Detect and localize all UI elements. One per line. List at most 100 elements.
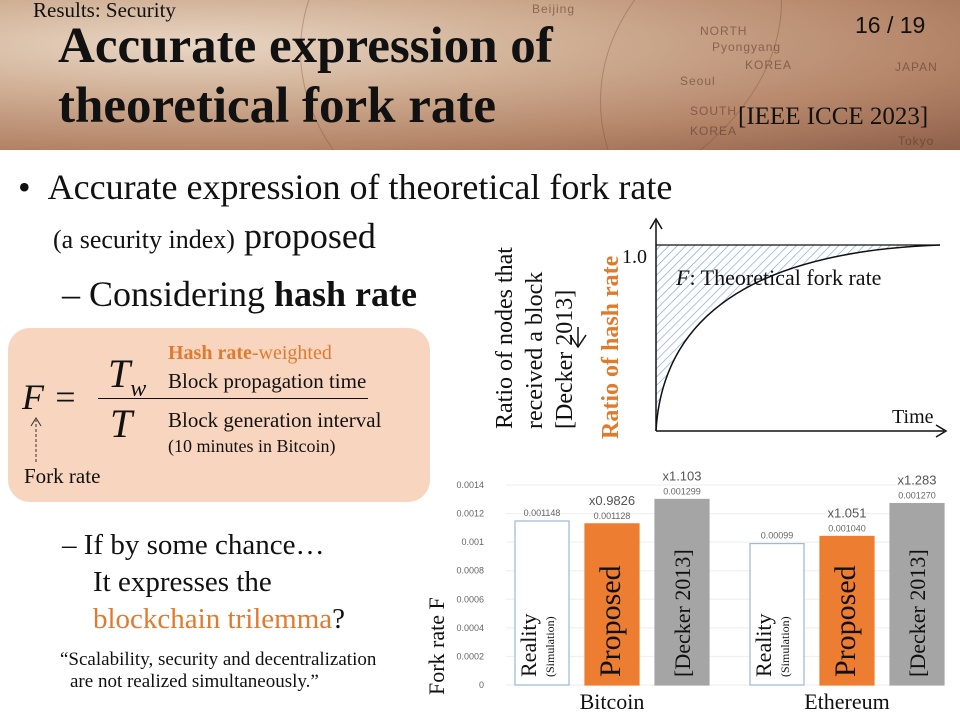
page-number: 16 / 19 (855, 12, 926, 38)
bar-series-label: Reality (516, 613, 541, 677)
formula-num-note: Hash rate-weighted (168, 342, 332, 365)
trilemma-question: ? (332, 603, 346, 635)
formula-numerator: Tw (108, 350, 146, 403)
reference: [IEEE ICCE 2023] (738, 103, 929, 130)
map-word: Beijing (532, 2, 576, 16)
y-tick-label: 0.0004 (456, 623, 484, 633)
bar-series-sublabel: (Simulation) (778, 616, 792, 677)
formula-den-label: Block generation interval (168, 408, 382, 432)
map-word: NORTH (700, 24, 748, 38)
page-title: Accurate expression of theoretical fork … (58, 16, 553, 136)
trilemma-line-3: blockchain trilemma? (62, 601, 345, 638)
title-line-2: theoretical fork rate (58, 78, 497, 134)
bullet-dot-icon: • (18, 167, 31, 207)
formula-den-note: (10 minutes in Bitcoin) (168, 436, 336, 456)
map-word: JAPAN (895, 60, 938, 74)
y-tick-label: 0.001 (461, 537, 484, 547)
bar-value-label: 0.00099 (761, 531, 794, 541)
curve-ylabel-1: Ratio of nodes that (492, 247, 518, 429)
formula-numerator-sub: w (130, 376, 147, 402)
bar-ratio-label: x0.9826 (589, 493, 635, 508)
y-tick-label: 0.0008 (456, 566, 484, 576)
bar-series-label: Reality (751, 613, 776, 677)
bullet-sub-trilemma: – If by some chance… It expresses the bl… (62, 527, 345, 638)
map-word: SOUTH (690, 104, 737, 118)
bar (749, 542, 805, 686)
title-line-1: Accurate expression of (58, 18, 553, 74)
bar-chart-ticks: 0 0.0002 0.0004 0.0006 0.0008 0.001 0.0012 0.00… (456, 480, 484, 690)
curve-y-max-label: 1.0 (622, 246, 647, 268)
fork-rate-label: Fork rate (24, 464, 101, 488)
bar-ratio-label: x1.283 (897, 473, 936, 488)
formula-box (8, 328, 430, 502)
bar-value-label: 0.001040 (828, 523, 866, 533)
bar-chart-bars (514, 498, 945, 686)
formula-weighted: -weighted (251, 342, 332, 364)
fork-rate-arrow-icon (30, 417, 42, 462)
bullet-main-small: (a security index) (53, 225, 235, 254)
header-banner: Beijing NORTH Pyongyang KOREA Seoul SOUT… (0, 0, 960, 150)
map-word: Pyongyang (712, 40, 782, 54)
map-word: KOREA (745, 58, 793, 72)
curve-annotation-var: F (675, 265, 690, 290)
bar (654, 498, 710, 686)
map-word: Tokyo (898, 134, 935, 148)
bar-chart-ylabel: Fork rate F (424, 597, 449, 695)
curve-hatched-area (656, 245, 940, 431)
y-tick-label: 0.0006 (456, 594, 484, 604)
formula-num-label: Block propagation time (168, 369, 367, 393)
curve-annotation-rest: : Theoretical fork rate (689, 265, 881, 290)
bar (889, 502, 945, 686)
trilemma-line-2: It expresses the (93, 566, 272, 598)
formula-numerator-t: T (108, 351, 131, 396)
y-tick-label: 0.0002 (456, 651, 484, 661)
bar-ratio-label: x1.103 (662, 468, 701, 483)
formula-lhs: F = (22, 377, 78, 417)
bar-series-label: [Decker 2013] (670, 549, 695, 677)
bullet-main-line2: (a security index) proposed (53, 215, 376, 257)
section-label: Results: Security (33, 0, 176, 22)
bullet-main-text: Accurate expression of theoretical fork … (47, 167, 673, 207)
formula-hash-rate: Hash rate (168, 342, 252, 364)
curve-y-arrow-icon (649, 217, 663, 230)
map-word: Seoul (680, 74, 716, 88)
bar (584, 523, 640, 686)
trilemma-line-1: – If by some chance… (62, 529, 325, 561)
curve-ylabel-2: received a block (522, 272, 548, 429)
formula-denominator: T (110, 401, 133, 446)
bar-ratio-label: x1.051 (827, 505, 866, 520)
quote-line-2: are not realized simultaneously.” (70, 671, 319, 692)
curve-xlabel: Time (892, 406, 934, 428)
curve-ylabel-3: [Decker 2013] (552, 290, 578, 429)
bar-value-label: 0.001299 (663, 486, 701, 496)
bar-value-label: 0.001148 (524, 508, 561, 518)
bar-series-label: Proposed (594, 565, 627, 677)
bar-value-label: 0.001128 (594, 511, 631, 521)
bar-series-sublabel: (Simulation) (543, 616, 557, 677)
bar-series-label: [Decker 2013] (905, 549, 930, 677)
bar-series-label: Proposed (829, 565, 862, 677)
curve-line (655, 244, 941, 432)
fork-rate-bar-chart: 0 0.0002 0.0004 0.0006 0.0008 0.001 0.0012 0.00… (424, 468, 945, 714)
formula-fraction-bar (98, 398, 368, 399)
bar-value-label: 0.001270 (898, 491, 936, 501)
y-tick-label: 0.0012 (456, 509, 484, 519)
bar (514, 520, 570, 686)
curve-x-arrow-icon (935, 424, 948, 438)
curve-ylabel-orange: Ratio of hash rate (598, 255, 624, 439)
bullet-sub-hash: – Considering hash rate (62, 273, 417, 315)
fork-rate-curve-chart: Ratio of nodes that received a block [De… (492, 217, 948, 439)
bullet-sub-hash-bold: hash rate (274, 274, 417, 314)
y-tick-label: 0 (479, 680, 484, 690)
bullet-sub-hash-prefix: – Considering (62, 274, 274, 314)
map-word: KOREA (690, 124, 738, 138)
bar (819, 535, 875, 686)
quote-line-1: “Scalability, security and decentralizat… (60, 649, 377, 670)
bar-group-label: Ethereum (804, 689, 890, 714)
curve-annotation: F: Theoretical fork rate (675, 265, 881, 290)
bullet-main: • Accurate expression of theoretical for… (18, 166, 672, 208)
trilemma-highlight: blockchain trilemma (93, 603, 333, 635)
y-tick-label: 0.0014 (456, 480, 484, 490)
bullet-main-proposed: proposed (234, 216, 376, 256)
